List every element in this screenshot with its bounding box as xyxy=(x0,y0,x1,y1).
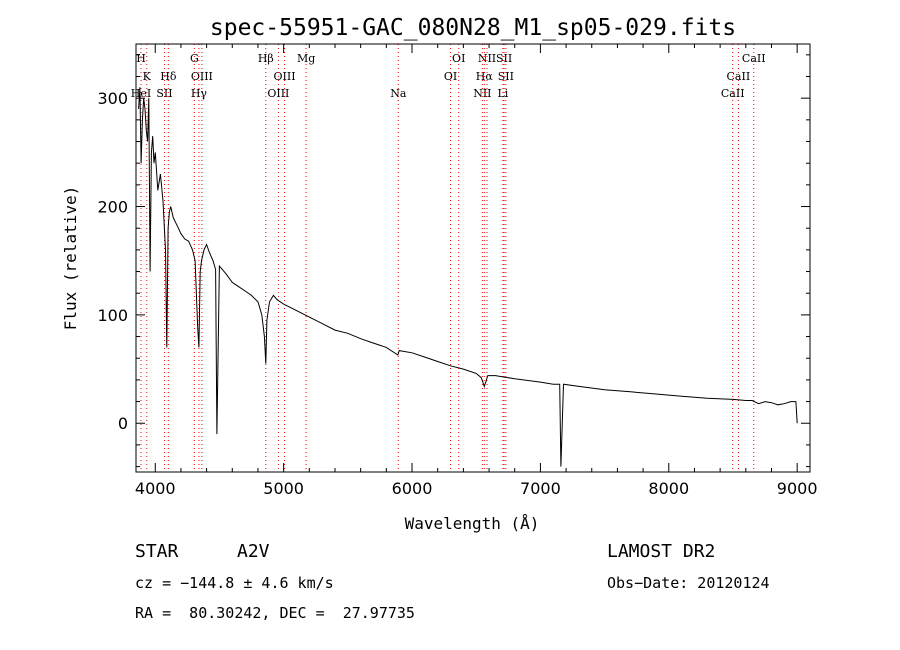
line-marker-label: OI xyxy=(452,52,465,65)
line-marker-label: Na xyxy=(390,87,407,100)
line-marker-label: H xyxy=(136,52,146,65)
plot-frame xyxy=(135,43,811,473)
y-axis-label: Flux (relative) xyxy=(61,186,80,331)
line-marker-label: SII xyxy=(498,70,514,83)
x-tick-label: 8000 xyxy=(648,479,689,498)
chart-title: spec-55951-GAC_080N28_M1_sp05-029.fits xyxy=(210,15,736,41)
spectrum-line xyxy=(138,87,798,467)
line-marker-label: Hγ xyxy=(191,87,208,100)
line-marker-label: OIII xyxy=(267,87,289,100)
axis-ticks: 4000 5000 6000 7000 8000 9000 0 100 200 300 xyxy=(97,44,818,498)
line-marker-label: K xyxy=(143,70,152,83)
line-marker-label: Mg xyxy=(297,52,315,65)
line-marker-label: OI xyxy=(444,70,457,83)
x-tick-label: 7000 xyxy=(520,479,561,498)
line-marker-label: G xyxy=(190,52,199,65)
coordinates: RA = 80.30242, DEC = 27.97735 xyxy=(135,604,415,622)
y-tick-label: 100 xyxy=(97,306,128,325)
line-marker-label: SII xyxy=(156,87,172,100)
x-tick-label: 9000 xyxy=(777,479,818,498)
x-tick-label: 4000 xyxy=(135,479,176,498)
x-tick-label: 5000 xyxy=(263,479,304,498)
line-marker-label: OIII xyxy=(274,70,296,83)
line-marker-label: SII xyxy=(496,52,512,65)
object-class: STAR xyxy=(135,541,179,562)
observation-date: Obs−Date: 20120124 xyxy=(607,574,770,592)
line-marker-label: Hβ xyxy=(258,52,274,65)
line-marker-label: CaII xyxy=(727,70,751,83)
line-marker-label: CaII xyxy=(721,87,745,100)
y-tick-label: 300 xyxy=(97,89,128,108)
line-marker-label: CaII xyxy=(742,52,766,65)
survey-name: LAMOST DR2 xyxy=(607,541,716,562)
line-marker-label: Hδ xyxy=(160,70,177,83)
redshift-info: cz = −144.8 ± 4.6 km/s xyxy=(135,574,334,592)
x-axis-label: Wavelength (Å) xyxy=(405,514,540,533)
x-tick-label: 6000 xyxy=(392,479,433,498)
y-tick-label: 0 xyxy=(118,414,128,433)
y-tick-label: 200 xyxy=(97,198,128,217)
line-marker-label: OIII xyxy=(191,70,213,83)
line-marker-label: Hα xyxy=(476,70,494,83)
line-marker-label: NII xyxy=(473,87,491,100)
object-subclass: A2V xyxy=(237,541,270,562)
line-marker-label: NII xyxy=(478,52,496,65)
line-marker-label: Li xyxy=(497,87,508,100)
